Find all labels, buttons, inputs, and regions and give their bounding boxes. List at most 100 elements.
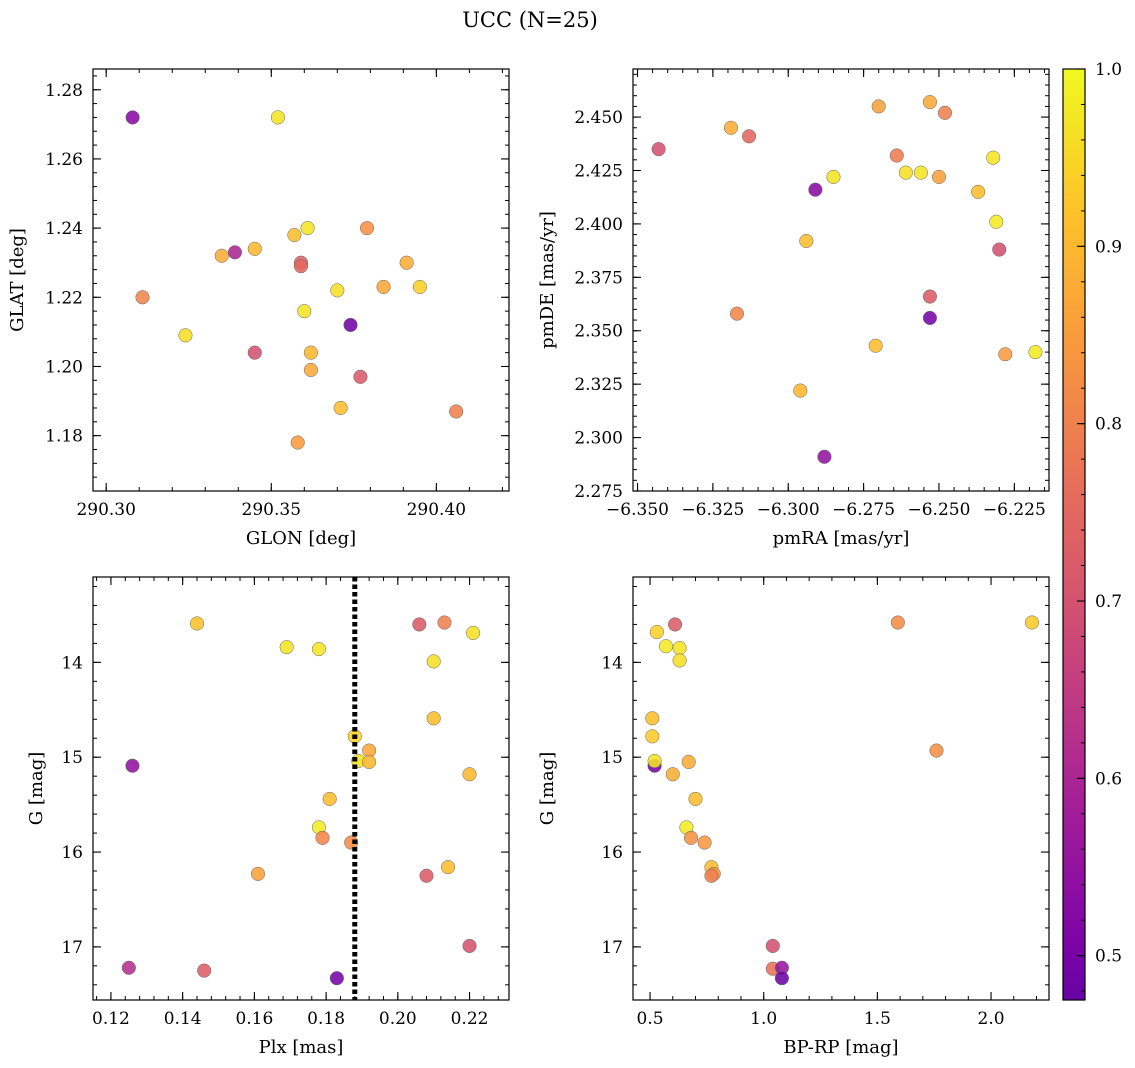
scatter-point	[125, 758, 140, 773]
scatter-point	[270, 110, 285, 125]
x-axis-label: Plx [mas]	[259, 1037, 344, 1058]
scatter-point	[808, 182, 823, 197]
axes-frame	[92, 68, 510, 492]
scatter-point	[922, 289, 937, 304]
scatter-point	[651, 142, 666, 157]
y-axis-label: GLAT [deg]	[7, 228, 28, 332]
colorbar-tick-label: 0.9	[1095, 237, 1122, 257]
scatter-point	[986, 150, 1001, 165]
y-tick-label: 16	[601, 843, 623, 863]
scatter-point	[330, 283, 345, 298]
axes-frame	[92, 576, 510, 1001]
x-tick-label: 0.18	[307, 1009, 345, 1029]
scatter-point	[672, 641, 687, 656]
scatter-point	[121, 960, 136, 975]
scatter-point	[871, 99, 886, 114]
scatter-point	[135, 290, 150, 305]
y-tick-label: 2.450	[574, 108, 623, 128]
scatter-point	[247, 241, 262, 256]
scatter-point	[793, 383, 808, 398]
scatter-point	[889, 148, 904, 163]
scatter-point	[890, 615, 905, 630]
y-minor-ticks	[93, 585, 509, 986]
points-group	[645, 615, 1040, 986]
y-minor-ticks	[633, 73, 1049, 492]
y-tick-label: 17	[601, 938, 623, 958]
x-tick-label: −6.225	[983, 500, 1046, 520]
scatter-point	[658, 639, 674, 654]
scatter-point	[672, 653, 687, 668]
x-tick-label: 0.12	[92, 1009, 130, 1029]
colorbar-tick-label: 0.7	[1095, 592, 1122, 612]
y-tick-label: 1.20	[45, 357, 83, 377]
y-axis-label: pmDE [mas/yr]	[537, 211, 558, 349]
scatter-point	[300, 221, 315, 236]
colorbar-gradient	[1063, 69, 1085, 1000]
x-tick-label: 290.40	[407, 500, 466, 520]
x-tick-label: 0.20	[379, 1009, 417, 1029]
scatter-point	[440, 860, 456, 875]
scatter-point	[279, 640, 294, 655]
scatter-point	[913, 165, 928, 180]
scatter-point	[178, 328, 193, 343]
x-tick-label: 0.14	[164, 1009, 202, 1029]
x-axis-label: GLON [deg]	[246, 528, 356, 549]
scatter-point	[449, 404, 464, 419]
y-tick-label: 2.400	[574, 215, 623, 235]
scatter-point	[931, 169, 947, 184]
points-group	[125, 110, 464, 450]
scatter-point	[826, 169, 841, 184]
x-tick-label: −6.250	[908, 500, 971, 520]
y-axis-label: G [mag]	[26, 752, 47, 825]
scatter-point	[227, 245, 243, 260]
scatter-point	[704, 868, 719, 883]
y-tick-label: 17	[61, 938, 83, 958]
y-tick-label: 14	[601, 653, 623, 673]
y-tick-label: 1.22	[45, 288, 83, 308]
points-group	[121, 615, 481, 986]
x-tick-label: 1.0	[750, 1009, 777, 1029]
x-tick-label: 290.35	[242, 500, 301, 520]
scatter-point	[287, 227, 302, 243]
scatter-point	[697, 835, 712, 850]
scatter-point	[681, 754, 696, 769]
scatter-point	[929, 743, 944, 758]
x-axis-label: BP-RP [mag]	[783, 1037, 898, 1058]
scatter-point	[462, 767, 477, 782]
colorbar-tick-label: 0.6	[1095, 769, 1122, 789]
scatter-point	[315, 830, 330, 845]
scatter-point	[247, 345, 262, 360]
y-axis-label: G [mag]	[537, 752, 558, 825]
scatter-point	[729, 306, 745, 321]
scatter-point	[189, 616, 205, 631]
scatter-point	[250, 866, 266, 881]
scatter-point	[665, 767, 680, 782]
scatter-point	[765, 938, 780, 953]
scatter-point	[426, 654, 441, 669]
scatter-point	[989, 214, 1004, 229]
scatter-point	[362, 754, 377, 769]
x-minor-ticks	[96, 577, 499, 1000]
colorbar-tick-label: 0.8	[1095, 415, 1122, 435]
x-minor-ticks	[637, 69, 1045, 491]
scatter-point	[774, 971, 789, 986]
x-minor-ticks	[649, 577, 1037, 1000]
y-tick-label: 14	[61, 653, 83, 673]
panel-bprp-g: 0.5 1.0 1.5 2.0 14 15 16 17 BP-RP [mag] G [mag]	[537, 576, 1050, 1058]
y-tick-label: 16	[61, 843, 83, 863]
y-tick-label: 15	[601, 748, 623, 768]
y-tick-label: 2.425	[574, 161, 623, 181]
x-tick-label: −6.300	[757, 500, 820, 520]
y-tick-label: 1.24	[45, 219, 83, 239]
scatter-point	[998, 347, 1013, 362]
scatter-point	[303, 345, 318, 360]
scatter-point	[419, 868, 434, 883]
scatter-point	[293, 259, 309, 274]
x-tick-label: −6.325	[681, 500, 744, 520]
scatter-point	[992, 242, 1007, 257]
y-tick-label: 15	[61, 748, 83, 768]
scatter-point	[311, 642, 326, 657]
panel-pmra-pmde: −6.350 −6.325 −6.300 −6.275 −6.250 −6.225 2.27…	[537, 68, 1050, 549]
scatter-point	[399, 255, 414, 270]
scatter-point	[645, 711, 660, 726]
